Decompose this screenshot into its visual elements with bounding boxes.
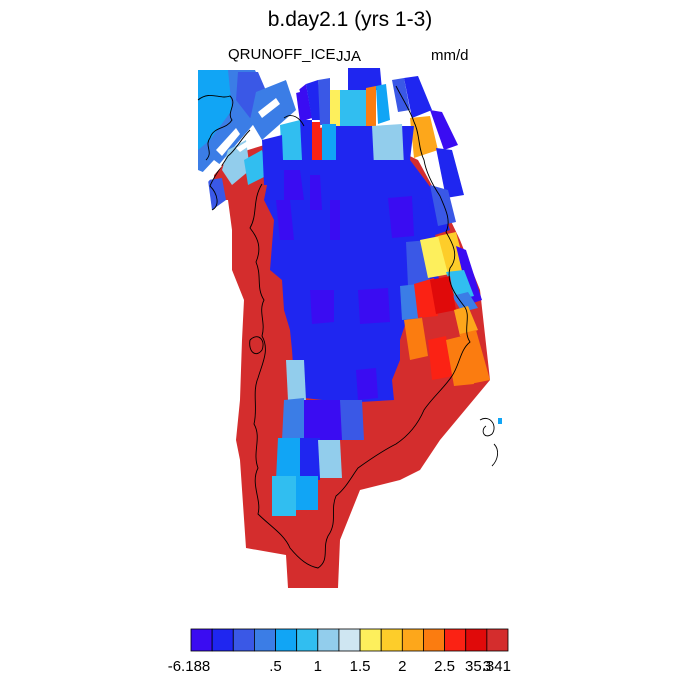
map-cell: [304, 400, 342, 440]
map-cell: [284, 170, 304, 200]
plot-title: b.day2.1 (yrs 1-3): [267, 8, 433, 31]
map-cell: [436, 148, 464, 198]
colorbar-boxes: [190, 628, 509, 652]
map-cell: [498, 418, 502, 424]
map-cell: [456, 246, 482, 304]
map-cell: [244, 150, 268, 185]
map-gaps: [200, 76, 300, 182]
map-cell: [388, 196, 414, 238]
map-cell: [356, 368, 378, 400]
colorbar-box: [486, 628, 509, 652]
map-cell: [276, 438, 300, 480]
map-cell: [372, 124, 404, 166]
colorbar-tick-label: 2.5: [434, 658, 455, 675]
colorbar-tick-label: -6.188: [168, 658, 211, 675]
map-cell: [404, 76, 432, 118]
variable-label: QRUNOFF_ICE: [228, 46, 336, 63]
colorbar-tick-label: 3: [483, 658, 491, 675]
map-cell: [208, 178, 226, 210]
colorbar-box: [338, 628, 361, 652]
coastline: [197, 85, 499, 569]
map-cell: [310, 290, 334, 324]
map-cell: [300, 120, 312, 160]
colorbar-box: [423, 628, 446, 652]
map-cell: [366, 86, 376, 126]
map-cell: [318, 78, 330, 125]
map-cell: [322, 124, 336, 162]
colorbar-box: [253, 628, 276, 652]
units-label: mm/d: [431, 47, 469, 64]
map-cell: [358, 288, 390, 324]
map-cell: [330, 90, 340, 128]
colorbar-box: [465, 628, 488, 652]
map-cell: [452, 292, 478, 312]
map-cell: [300, 438, 320, 480]
map-cells: [198, 68, 502, 588]
map-cell: [430, 185, 456, 226]
colorbar-box: [275, 628, 298, 652]
colorbar-box: [296, 628, 319, 652]
map-cell: [412, 198, 436, 242]
map-cell: [306, 80, 322, 120]
colorbar-labels: -6.188 .5 1 1.5 2 2.5 335.341: [168, 658, 511, 675]
map-cell: [272, 476, 296, 516]
colorbar-box: [232, 628, 255, 652]
map-cell: [348, 68, 382, 90]
colorbar-box: [317, 628, 340, 652]
map-cell: [454, 306, 478, 336]
season-label: JJA: [336, 48, 362, 65]
map-cell: [250, 80, 296, 140]
map-cell: [340, 90, 368, 128]
map-cell: [376, 84, 390, 124]
map-cell: [318, 440, 342, 478]
map-cell: [276, 200, 294, 240]
colorbar-box: [359, 628, 382, 652]
map-cell: [280, 120, 304, 160]
map-cell: [282, 398, 304, 440]
map-cell: [404, 318, 428, 360]
map-cell: [430, 110, 458, 150]
colorbar-box: [401, 628, 424, 652]
map-cell: [310, 175, 322, 210]
map-cell: [312, 122, 322, 162]
colorbar-tick-label: 1.5: [350, 658, 371, 675]
map-cell: [410, 116, 438, 158]
map-cell: [296, 84, 312, 122]
map-cell: [430, 276, 456, 314]
map-cell: [460, 330, 490, 384]
colorbar-tick-label: .5: [269, 658, 282, 675]
colorbar-box: [190, 628, 213, 652]
colorbar-box: [444, 628, 467, 652]
colorbar-tick-label: 35.341: [465, 658, 511, 675]
map-cell: [340, 400, 364, 440]
map-cell: [330, 200, 340, 240]
map-cell: [286, 360, 306, 400]
map-cell: [198, 70, 232, 150]
map-cell: [222, 140, 250, 185]
colorbar-tick-label: 2: [398, 658, 406, 675]
colorbar-tick-label: 1: [314, 658, 322, 675]
colorbar-box: [211, 628, 234, 652]
map-cell: [296, 476, 318, 510]
map-cell: [438, 232, 466, 274]
colorbar-box: [380, 628, 403, 652]
